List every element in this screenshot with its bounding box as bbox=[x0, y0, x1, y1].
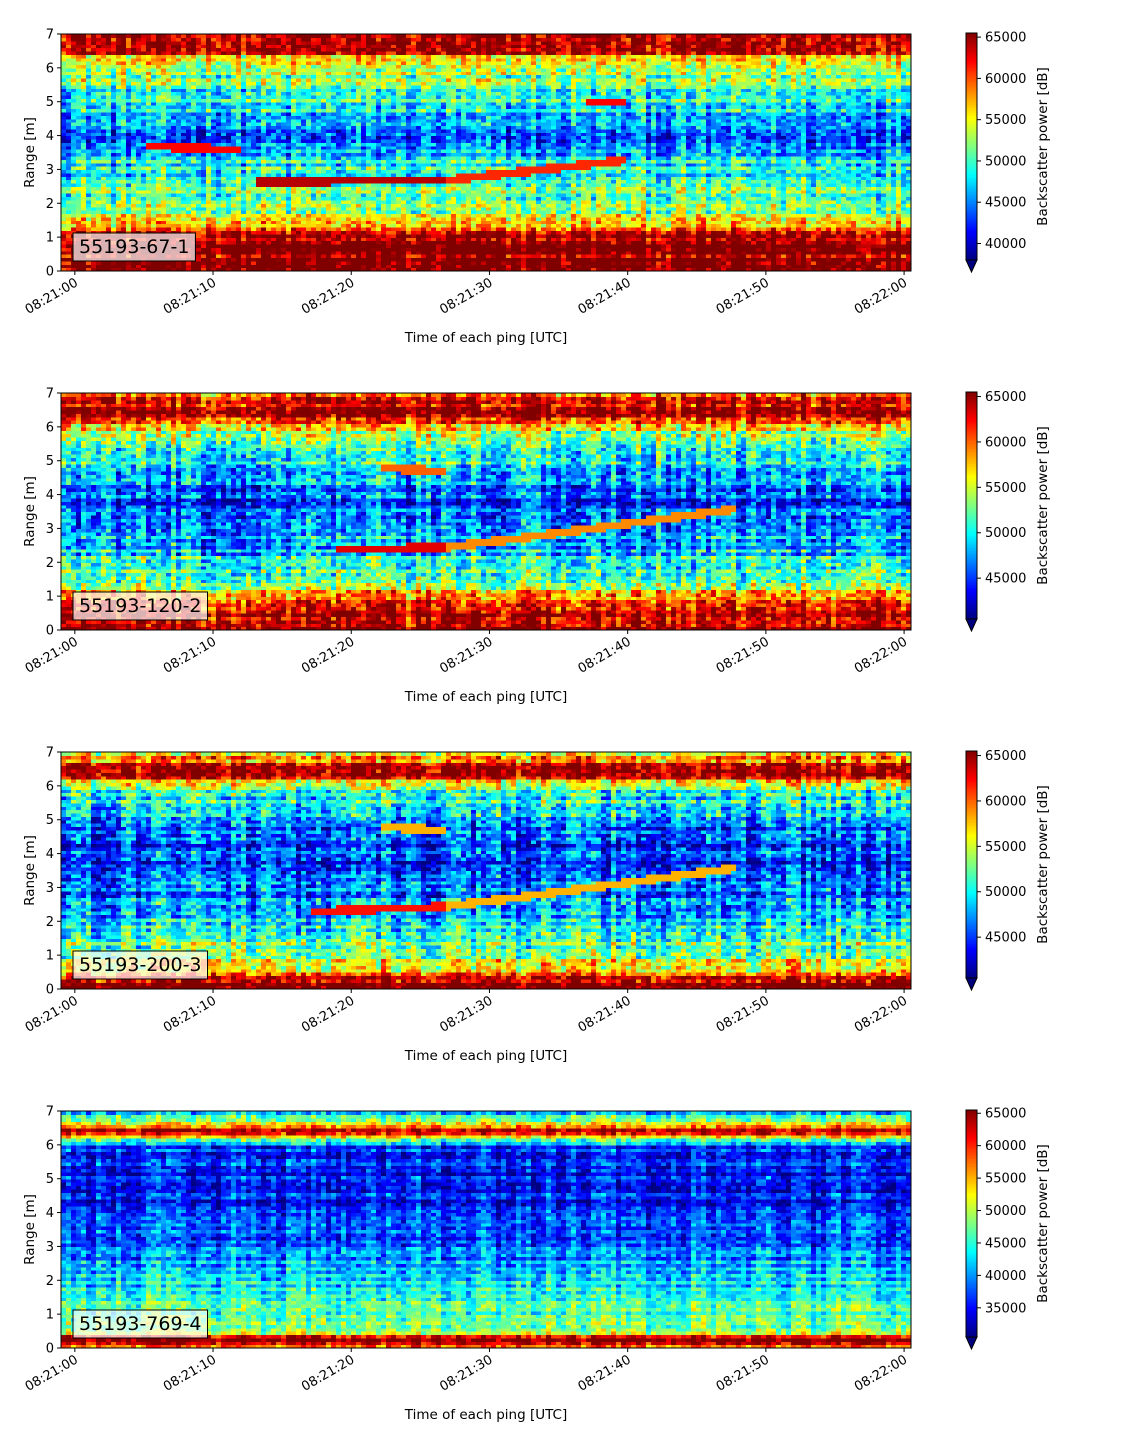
echogram-panel-1: 0123456708:21:00 08:21:10 08:21:20 08:21:30… bbox=[22, 28, 1051, 347]
